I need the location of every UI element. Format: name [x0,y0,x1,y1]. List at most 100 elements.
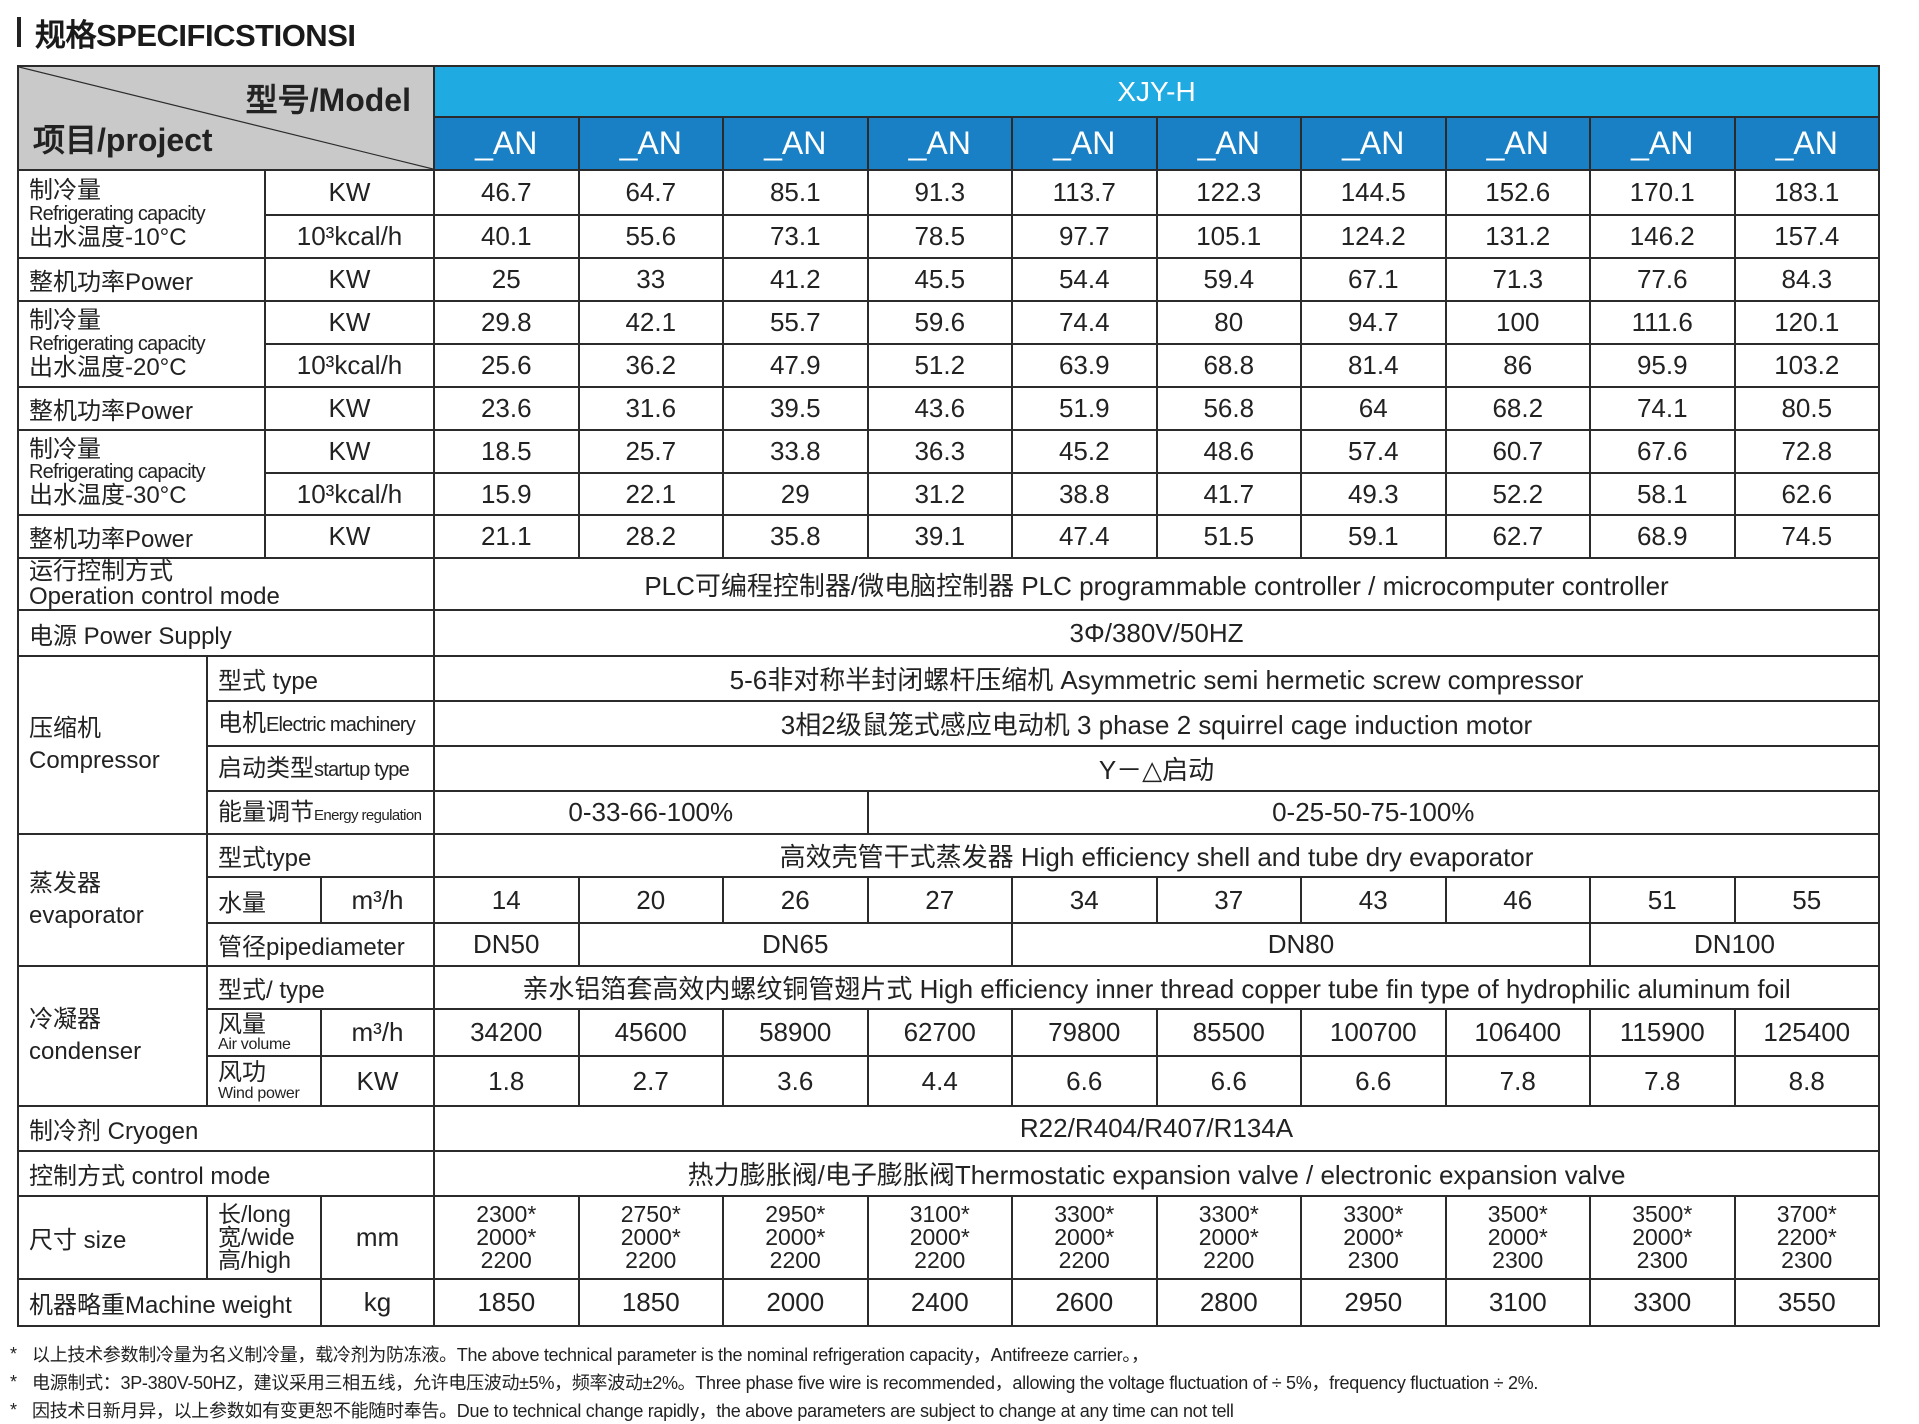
power-supply-value: 3Φ/380V/50HZ [432,609,1881,658]
table-header: 型号/Model 项目/project XJY-H _AN _AN _AN _AN _A… [17,65,1881,171]
unit-cell: KW [264,257,435,302]
unit-cell: KW [264,169,435,216]
size-high: 2200 [625,1247,677,1274]
label-cn: 电机 [218,709,266,737]
capacity-kcal-cell: 40.1 [433,214,580,259]
capacity-kcal-cell: 73.1 [722,214,869,259]
footnote-text: 以上技术参数制冷量为名义制冷量，载冷剂为防冻液。The above techni… [32,1345,1149,1365]
label-cn: 风量 [218,1010,266,1038]
model-column-header: _AN [1300,116,1447,171]
label-cn: 压缩机 [29,714,101,742]
label-en: Compressor [29,747,160,775]
capacity-kw-cell: 36.3 [866,429,1013,474]
power-cell: 54.4 [1011,257,1158,302]
power-cell: 39.5 [722,386,869,431]
wind-power-cell: 1.8 [433,1055,580,1108]
air-volume-cell: 34200 [433,1008,580,1058]
power-cell: 71.3 [1444,257,1591,302]
capacity-kcal-cell: 51.2 [866,343,1013,388]
water-flow-label: 水量 [206,876,322,925]
capacity-kw-cell: 80 [1155,300,1302,345]
table-row: 管径pipediameter DN50 DN65 DN80 DN100 [18,922,1881,968]
operation-mode-label: 运行控制方式 Operation control mode [17,556,435,612]
table-row: 运行控制方式 Operation control mode PLC可编程控制器/微电… [17,556,1881,612]
unit-cell: m³/h [320,876,435,925]
pipe-diameter-label: 管径pipediameter [206,922,435,968]
unit-cell: KW [264,429,435,474]
size-wide: 2000* [1632,1224,1693,1251]
unit-cell: KW [320,1055,435,1108]
capacity-kcal-cell: 49.3 [1300,472,1447,516]
size-wide: 2000* [1054,1224,1115,1251]
energy-regulation-value: 0-33-66-100% [433,790,869,836]
wind-power-cell: 2.7 [577,1055,724,1108]
capacity-kw-cell: 170.1 [1589,169,1736,216]
weight-cell: 1850 [577,1278,724,1328]
model-row: _AN _AN _AN _AN _AN _AN _AN _AN _AN _AN [18,116,1881,171]
footnote-text: 电源制式：3P-380V-50HZ，建议采用三相五线，允许电压波动±5%，频率波… [32,1373,1539,1393]
size-wide: 2000* [765,1224,826,1251]
power-cell: 84.3 [1733,257,1881,302]
weight-cell: 1850 [433,1278,580,1328]
unit-cell: 10³kcal/h [264,343,435,388]
air-volume-cell: 115900 [1589,1008,1736,1058]
size-long: 3300* [1054,1201,1115,1228]
energy-regulation-value: 0-25-50-75-100% [866,790,1881,836]
water-flow-cell: 27 [866,876,1013,925]
size-long: 3100* [909,1201,970,1228]
table-body: 制冷量 Refrigerating capacity 出水温度-10°C KW 46.7… [17,169,1881,1328]
size-dimension-labels: 长/long 宽/wide 高/high [206,1195,322,1281]
table-row: 10³kcal/h 25.6 36.2 47.9 51.2 63.9 68.8 81.4 86 9… [18,343,1881,388]
capacity-kw-cell: 48.6 [1155,429,1302,474]
capacity-kcal-cell: 58.1 [1589,472,1736,516]
capacity-kcal-cell: 15.9 [433,472,580,516]
size-high: 2200 [480,1247,532,1274]
condenser-label: 冷凝器 condenser [17,965,208,1108]
size-long: 3500* [1487,1201,1548,1228]
unit-cell: m³/h [320,1008,435,1058]
power-cell: 21.1 [433,514,580,559]
label-en: Air volume [218,1036,291,1054]
star-icon: * [10,1371,17,1392]
power-label: 整机功率Power [17,386,266,431]
compressor-type-label: 型式 type [206,655,435,703]
startup-value: Y－△启动 [432,745,1881,793]
size-high: 2300 [1781,1247,1833,1274]
motor-value: 3相2级鼠笼式感应电动机 3 phase 2 squirrel cage ind… [432,700,1881,748]
capacity-kcal-cell: 55.6 [577,214,724,259]
model-column-header: _AN [1589,116,1736,171]
label-en: Energy regulation [314,806,422,824]
capacity-kcal-cell: 131.2 [1444,214,1591,259]
power-cell: 62.7 [1444,514,1591,559]
energy-label: 能量调节Energy regulation [206,790,435,836]
size-long: 3700* [1776,1201,1837,1228]
label-cn: 启动类型 [218,754,314,782]
size-cell: 3100* 2000* 2200 [866,1195,1013,1281]
size-long: 2950* [765,1201,826,1228]
power-cell: 47.4 [1011,514,1158,559]
weight-cell: 2400 [866,1278,1013,1328]
table-row: 控制方式 control mode 热力膨胀阀/电子膨胀阀Thermostatic… [17,1150,1881,1198]
star-icon: * [10,1399,17,1420]
power-cell: 39.1 [866,514,1013,559]
footnote: * 以上技术参数制冷量为名义制冷量，载冷剂为防冻液。The above techn… [10,1340,1538,1368]
air-volume-cell: 62700 [866,1008,1013,1058]
dim-wide: 宽/wide [218,1224,295,1251]
label-cn: 制冷量 [29,307,101,335]
size-wide: 2000* [1487,1224,1548,1251]
table-row: 压缩机 Compressor 型式 type 5-6非对称半封闭螺杆压缩机 Asymm… [17,655,1881,836]
size-high: 2300 [1492,1247,1544,1274]
power-cell: 68.2 [1444,386,1591,431]
air-volume-cell: 58900 [722,1008,869,1058]
pipe-diameter-value: DN80 [1011,922,1591,968]
power-cell: 45.5 [866,257,1013,302]
startup-label: 启动类型startup type [206,745,435,793]
power-cell: 64 [1300,386,1447,431]
power-cell: 33 [577,257,724,302]
size-high: 2200 [769,1247,821,1274]
capacity-kw-cell: 59.6 [866,300,1013,345]
weight-label: 机器略重Machine weight [17,1278,322,1328]
table-row: 整机功率Power KW 21.1 28.2 35.8 39.1 47.4 51.5 59.1 6… [17,514,1881,559]
table-row: 水量 m³/h 14 20 26 27 34 37 43 46 51 55 [18,876,1881,925]
footnote-text: 因技术日新月异，以上参数如有变更恕不能随时奉告。Due to technical… [32,1401,1234,1421]
